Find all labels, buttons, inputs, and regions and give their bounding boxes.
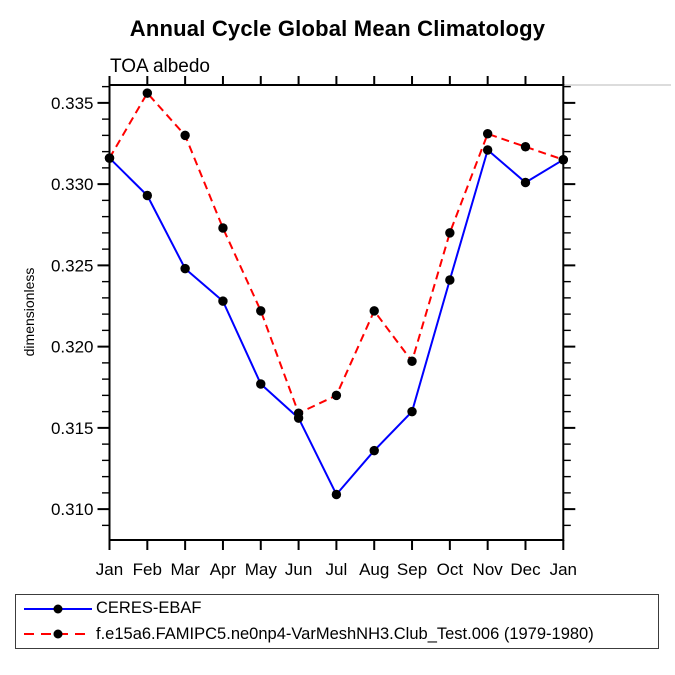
y-tick-label: 0.335 — [51, 94, 94, 113]
data-point — [331, 489, 342, 500]
series-lines — [108, 91, 564, 497]
x-axis-ticks — [108, 76, 565, 550]
y-axis-major-ticks — [97, 101, 576, 511]
legend-marker-icon — [53, 629, 63, 639]
x-tick-label: Nov — [473, 560, 504, 579]
legend-swatch-dashed-line — [24, 629, 92, 639]
legend-swatch-solid-line — [24, 604, 92, 614]
data-point — [180, 130, 190, 141]
data-point — [482, 145, 493, 155]
data-point — [520, 142, 531, 152]
x-tick-label: Jan — [550, 560, 577, 579]
y-tick-label: 0.310 — [51, 500, 94, 519]
x-tick-label: Feb — [133, 560, 162, 579]
x-tick-label: Jan — [96, 560, 123, 579]
x-tick-label: May — [245, 560, 278, 579]
data-point — [256, 306, 266, 316]
x-tick-label: Aug — [359, 560, 389, 579]
x-axis-tick-labels: Jan Feb Mar Apr May Jun Jul Aug Sep Oct Nov Dec Jan — [96, 560, 577, 579]
data-point — [482, 129, 493, 139]
x-tick-label: Jun — [285, 560, 312, 579]
chart-title: Annual Cycle Global Mean Climatology — [129, 16, 546, 41]
legend-label-ceres-ebaf: CERES-EBAF — [96, 599, 202, 618]
x-tick-label: Jul — [326, 560, 348, 579]
legend-item-ceres-ebaf: CERES-EBAF — [20, 597, 658, 621]
data-point — [180, 263, 190, 274]
data-point — [407, 406, 417, 417]
legend-box: CERES-EBAF f.e15a6.FAMIPC5.ne0np4-VarMes… — [15, 594, 659, 649]
plot-area: 0.310 0.315 0.320 0.325 0.330 0.335 Jan Feb Mar A… — [51, 76, 671, 579]
data-point — [218, 296, 228, 306]
data-point — [369, 445, 379, 456]
data-markers — [104, 88, 568, 500]
plot-frame — [108, 84, 565, 541]
data-point — [407, 356, 417, 366]
data-point — [369, 306, 379, 316]
x-tick-label: Dec — [510, 560, 541, 579]
data-point — [293, 408, 304, 418]
y-tick-label: 0.325 — [51, 256, 94, 275]
series-line-0 — [108, 148, 564, 497]
data-point — [104, 153, 115, 163]
data-point — [142, 88, 153, 98]
data-point — [142, 190, 153, 201]
y-axis-minor-ticks — [102, 85, 571, 527]
data-point — [520, 177, 531, 188]
data-point — [445, 228, 455, 238]
data-point — [331, 390, 342, 401]
x-tick-label: Oct — [437, 560, 464, 579]
legend-item-model: f.e15a6.FAMIPC5.ne0np4-VarMeshNH3.Club_T… — [20, 622, 658, 646]
data-point — [218, 223, 228, 233]
y-tick-label: 0.315 — [51, 419, 94, 438]
legend-marker-icon — [53, 604, 63, 614]
legend-label-model: f.e15a6.FAMIPC5.ne0np4-VarMeshNH3.Club_T… — [96, 625, 594, 644]
data-point — [445, 275, 455, 285]
data-point — [256, 379, 266, 389]
x-tick-label: Sep — [397, 560, 427, 579]
x-tick-label: Apr — [210, 560, 237, 579]
y-tick-label: 0.320 — [51, 338, 94, 357]
y-axis-tick-labels: 0.310 0.315 0.320 0.325 0.330 0.335 — [51, 94, 94, 519]
x-tick-label: Mar — [170, 560, 200, 579]
y-tick-label: 0.330 — [51, 175, 94, 194]
data-point — [558, 155, 568, 165]
chart-subtitle: TOA albedo — [110, 56, 211, 77]
